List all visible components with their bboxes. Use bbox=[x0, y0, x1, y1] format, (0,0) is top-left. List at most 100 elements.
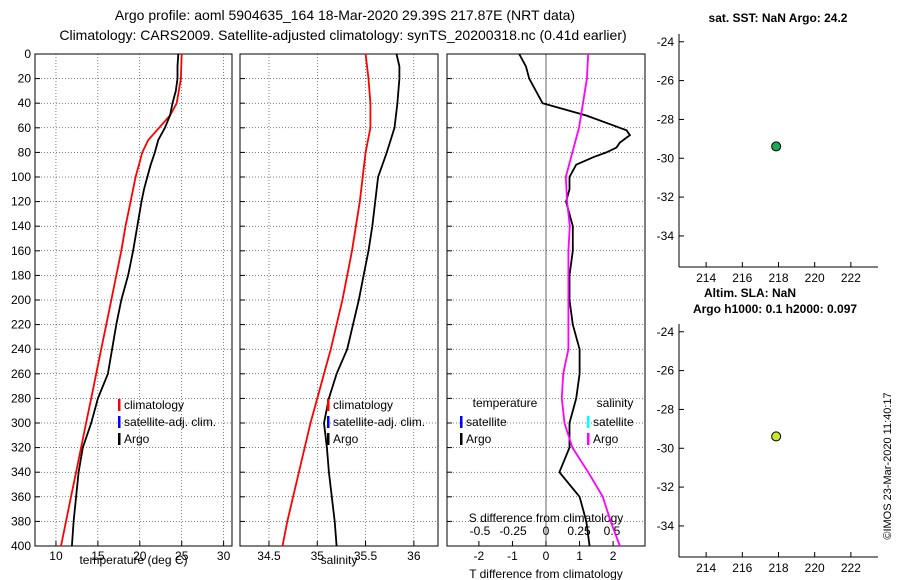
salinity-legend-label: Argo bbox=[333, 432, 359, 446]
temperature-ytick-label: 240 bbox=[11, 342, 31, 356]
difference-xtick-label: 1 bbox=[576, 549, 583, 563]
sla-map-ytick-label: -32 bbox=[657, 480, 675, 494]
temperature-ytick-label: 200 bbox=[11, 293, 31, 307]
difference-xtick-label: -2 bbox=[474, 549, 485, 563]
difference-temperature-legend-label: Argo bbox=[466, 432, 492, 446]
temperature-ytick-label: 100 bbox=[11, 170, 31, 184]
temperature-ytick-label: 320 bbox=[11, 441, 31, 455]
temperature-ytick-label: 140 bbox=[11, 219, 31, 233]
difference-xtick-label: 2 bbox=[610, 549, 617, 563]
sla-map-ytick-label: -34 bbox=[657, 519, 675, 533]
salinity-xlabel: salinity bbox=[321, 553, 358, 567]
sla-map-xtick-label: 220 bbox=[805, 561, 825, 575]
sst-map-ytick-label: -32 bbox=[657, 190, 675, 204]
salinity-xtick-label: 35 bbox=[311, 549, 325, 563]
sst-map-panel: sat. SST: NaN Argo: 24.2 -24 -26 -28 -30 -32 -… bbox=[657, 11, 878, 285]
sla-map-ytick-label: -28 bbox=[657, 402, 675, 416]
temperature-xlabel: temperature (deg C) bbox=[79, 553, 187, 567]
sst-map-xtick-label: 222 bbox=[841, 271, 861, 285]
temperature-legend-swatch bbox=[118, 433, 121, 445]
difference-series-s-argo bbox=[560, 53, 621, 547]
difference-temperature-legend-swatch bbox=[460, 416, 463, 428]
difference-temperature-legend-label: satellite bbox=[466, 415, 507, 429]
salinity-legend-swatch bbox=[327, 399, 330, 411]
sla-map-subtitle: Argo h1000: 0.1 h2000: 0.097 bbox=[693, 302, 857, 316]
temperature-ytick-label: 360 bbox=[11, 490, 31, 504]
sst-map-xtick-label: 216 bbox=[732, 271, 752, 285]
header-line1: Argo profile: aoml 5904635_164 18-Mar-20… bbox=[115, 7, 575, 23]
sst-map-ytick-label: -28 bbox=[657, 112, 675, 126]
temperature-frame bbox=[34, 53, 233, 547]
temperature-ytick-label: 40 bbox=[18, 96, 32, 110]
temperature-ytick-label: 0 bbox=[24, 47, 31, 61]
temperature-xtick-label: 30 bbox=[217, 549, 231, 563]
difference-salinity-legend-swatch bbox=[587, 433, 590, 445]
difference-temperature-legend-swatch bbox=[460, 433, 463, 445]
header-line2: Climatology: CARS2009. Satellite-adjuste… bbox=[59, 27, 626, 43]
temperature-legend-label: Argo bbox=[124, 432, 150, 446]
sst-map-ytick-label: -24 bbox=[657, 35, 675, 49]
sst-map-xtick-label: 220 bbox=[805, 271, 825, 285]
salinity-panel: 34.5 35 35.5 36 salinity climatology satellite… bbox=[239, 53, 439, 567]
temperature-xtick-label: 15 bbox=[91, 549, 105, 563]
temperature-xtick-label: 10 bbox=[49, 549, 63, 563]
temperature-ytick-label: 120 bbox=[11, 195, 31, 209]
temperature-ytick-label: 400 bbox=[11, 539, 31, 553]
temperature-legend-label: climatology bbox=[124, 398, 184, 412]
difference-x2tick-label: 0.25 bbox=[567, 524, 591, 538]
sst-map-ytick-label: -26 bbox=[657, 74, 675, 88]
difference-legend-salinity-title: salinity bbox=[597, 396, 634, 410]
difference-panel: -2 -1 0 1 2-0.5 -0.25 0 0.25 0.5S difference fro… bbox=[446, 53, 646, 580]
sst-map-point bbox=[771, 141, 782, 152]
temperature-ytick-label: 220 bbox=[11, 318, 31, 332]
temperature-ytick-label: 20 bbox=[18, 72, 32, 86]
salinity-series-climatology bbox=[281, 53, 372, 547]
temperature-ytick-label: 300 bbox=[11, 416, 31, 430]
salinity-legend-label: climatology bbox=[333, 398, 393, 412]
difference-series-t-argo bbox=[518, 53, 632, 547]
salinity-xtick-label: 35.5 bbox=[354, 549, 378, 563]
salinity-legend-swatch bbox=[327, 433, 330, 445]
footer-credit: ©IMOS 23-Mar-2020 11:40:17 bbox=[882, 392, 894, 539]
temperature-ytick-label: 340 bbox=[11, 465, 31, 479]
sla-map-xtick-label: 216 bbox=[732, 561, 752, 575]
difference-xtick-label: -1 bbox=[507, 549, 518, 563]
sst-map-title: sat. SST: NaN Argo: 24.2 bbox=[709, 11, 848, 25]
sla-map-ytick-label: -24 bbox=[657, 325, 675, 339]
difference-x2tick-label: -0.25 bbox=[499, 524, 527, 538]
salinity-legend-swatch bbox=[327, 416, 330, 428]
temperature-series-climatology bbox=[60, 53, 183, 547]
difference-x2tick-label: -0.5 bbox=[470, 524, 491, 538]
temperature-ytick-label: 160 bbox=[11, 244, 31, 258]
sst-map-ytick-label: -30 bbox=[657, 151, 675, 165]
difference-salinity-legend-label: satellite bbox=[593, 415, 634, 429]
salinity-xtick-label: 34.5 bbox=[257, 549, 281, 563]
difference-x2label: S difference from climatology bbox=[469, 511, 624, 525]
temperature-legend-swatch bbox=[118, 416, 121, 428]
difference-legend-temperature-title: temperature bbox=[473, 396, 538, 410]
sst-map-xtick-label: 218 bbox=[768, 271, 788, 285]
temperature-legend-label: satellite-adj. clim. bbox=[124, 415, 216, 429]
difference-xtick-label: 0 bbox=[543, 549, 550, 563]
sla-map-title: Altim. SLA: NaN bbox=[704, 286, 796, 300]
temperature-ytick-label: 60 bbox=[18, 121, 32, 135]
sla-map-xtick-label: 222 bbox=[841, 561, 861, 575]
temperature-ytick-label: 380 bbox=[11, 514, 31, 528]
sla-map-panel: Altim. SLA: NaN Argo h1000: 0.1 h2000: 0.… bbox=[657, 286, 878, 575]
sst-map-xtick-label: 214 bbox=[696, 271, 716, 285]
salinity-legend-label: satellite-adj. clim. bbox=[333, 415, 425, 429]
temperature-xtick-label: 20 bbox=[133, 549, 147, 563]
sla-map-point bbox=[771, 431, 782, 442]
temperature-ytick-label: 80 bbox=[18, 145, 32, 159]
salinity-series-argo bbox=[323, 53, 401, 547]
salinity-xtick-label: 36 bbox=[407, 549, 421, 563]
sla-map-xtick-label: 214 bbox=[696, 561, 716, 575]
difference-salinity-legend-swatch bbox=[587, 416, 590, 428]
sla-map-xtick-label: 218 bbox=[768, 561, 788, 575]
difference-salinity-legend-label: Argo bbox=[593, 432, 619, 446]
temperature-legend-swatch bbox=[118, 399, 121, 411]
temperature-xtick-label: 25 bbox=[175, 549, 189, 563]
temperature-panel: 10 15 20 25 30020406080100120140160180200220… bbox=[11, 47, 233, 567]
temperature-ytick-label: 260 bbox=[11, 367, 31, 381]
